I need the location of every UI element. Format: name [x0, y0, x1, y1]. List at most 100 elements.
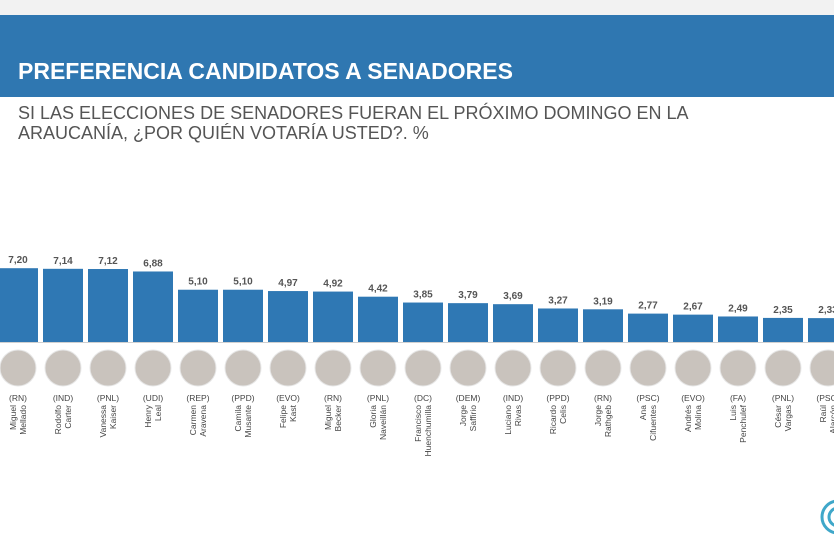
bar — [448, 303, 488, 342]
value-label: 3,69 — [503, 291, 523, 302]
subtitle: SI LAS ELECCIONES DE SENADORES FUERAN EL… — [18, 102, 688, 123]
name-first: Miguel — [8, 405, 18, 430]
bar — [313, 291, 353, 342]
name-last: Vargas — [783, 405, 793, 431]
candidate-name: Miguel Becker — [323, 405, 343, 432]
party-label: (IND) — [53, 393, 73, 403]
candidate-photo — [314, 349, 352, 387]
party-label: (REP) — [186, 393, 209, 403]
bar — [808, 318, 834, 342]
candidate-photo — [359, 349, 397, 387]
name-last: Kaiser — [108, 405, 118, 429]
party-label: (DEM) — [456, 393, 481, 403]
party-label: (EVO) — [276, 393, 300, 403]
name-first: Raúl — [818, 405, 828, 423]
value-label: 3,79 — [458, 290, 478, 301]
value-label: 3,85 — [413, 290, 433, 301]
bar — [178, 289, 218, 342]
name-first: Vanessa — [98, 405, 108, 438]
party-label: (EVO) — [681, 393, 705, 403]
candidate-name: Andrés Molina — [683, 405, 703, 432]
candidate-name: Gloria Naveillán — [368, 405, 388, 440]
value-label: 6,88 — [143, 258, 163, 269]
value-label: 7,14 — [53, 256, 73, 267]
value-label: 5,10 — [188, 277, 208, 288]
party-label: (FA) — [730, 393, 746, 403]
bar — [268, 291, 308, 342]
name-first: Camila — [233, 405, 243, 432]
logo — [820, 499, 834, 535]
name-first: Ricardo — [548, 405, 558, 435]
party-label: (UDI) — [143, 393, 163, 403]
bar — [673, 314, 713, 342]
name-first: Miguel — [323, 405, 333, 430]
bar — [133, 271, 173, 342]
candidate-photo — [449, 349, 487, 387]
name-first: César — [773, 405, 783, 428]
name-first: Jorge — [458, 405, 468, 427]
name-last: Huenchumilla — [423, 405, 433, 457]
bar — [223, 289, 263, 342]
value-label: 2,35 — [773, 305, 793, 316]
name-last: Becker — [333, 405, 343, 432]
name-last: Aravena — [198, 405, 208, 437]
party-label: (RN) — [324, 393, 342, 403]
name-last: Kast — [288, 404, 298, 422]
candidate-photo — [89, 349, 127, 387]
name-first: Luis — [728, 405, 738, 421]
candidate-name: Rodolfo Carter — [53, 405, 73, 435]
value-label: 2,33 — [818, 305, 834, 316]
candidate-name: Carmen Aravena — [188, 405, 208, 437]
name-last: Molina — [693, 405, 703, 430]
name-last: Cifuentes — [648, 405, 658, 441]
bar — [88, 269, 128, 342]
candidate-photo — [134, 349, 172, 387]
bar — [718, 316, 758, 342]
value-label: 2,67 — [683, 302, 703, 313]
name-last: Carter — [63, 405, 73, 429]
candidate-name: Luis Penchulef — [728, 404, 748, 442]
name-last: Leal — [153, 405, 163, 421]
bar — [358, 296, 398, 342]
subtitle: ARAUCANÍA, ¿POR QUIÉN VOTARÍA USTED?. % — [18, 123, 429, 143]
candidate-photo — [224, 349, 262, 387]
bar — [628, 313, 668, 342]
value-label: 4,42 — [368, 284, 388, 295]
party-label: (DC) — [414, 393, 432, 403]
candidate-name: Luciano Rivas — [503, 405, 523, 435]
value-label: 7,12 — [98, 256, 118, 267]
bar — [43, 268, 83, 342]
name-last: Naveillán — [378, 405, 388, 440]
candidate-photo — [584, 349, 622, 387]
bar — [763, 317, 803, 342]
party-label: (PNL) — [772, 393, 794, 403]
name-last: Rivas — [513, 405, 523, 426]
candidate-name: Ana Cifuentes — [638, 405, 658, 441]
candidate-name: Vanessa Kaiser — [98, 405, 118, 438]
candidate-name: Ricardo Celis — [548, 405, 568, 435]
name-first: Luciano — [503, 405, 513, 435]
candidate-photo — [539, 349, 577, 387]
candidate-photo — [629, 349, 667, 387]
name-first: Gloria — [368, 405, 378, 428]
bar — [583, 309, 623, 342]
bar — [538, 308, 578, 342]
bar — [0, 268, 38, 342]
value-label: 3,19 — [593, 296, 613, 307]
party-label: (PNL) — [367, 393, 389, 403]
candidate-photo — [0, 349, 37, 387]
candidate-photo — [269, 349, 307, 387]
party-label: (RN) — [594, 393, 612, 403]
candidate-photo — [809, 349, 834, 387]
name-first: Rodolfo — [53, 405, 63, 435]
name-first: Henry — [143, 404, 153, 427]
value-label: 2,49 — [728, 303, 748, 314]
candidate-name: Henry Leal — [143, 404, 163, 427]
candidate-name: Camila Musante — [233, 405, 253, 438]
name-first: Jorge — [593, 405, 603, 427]
name-first: Carmen — [188, 405, 198, 436]
party-label: (RN) — [9, 393, 27, 403]
candidate-name: Jorge Saffirio — [458, 405, 478, 432]
candidate-photo — [179, 349, 217, 387]
